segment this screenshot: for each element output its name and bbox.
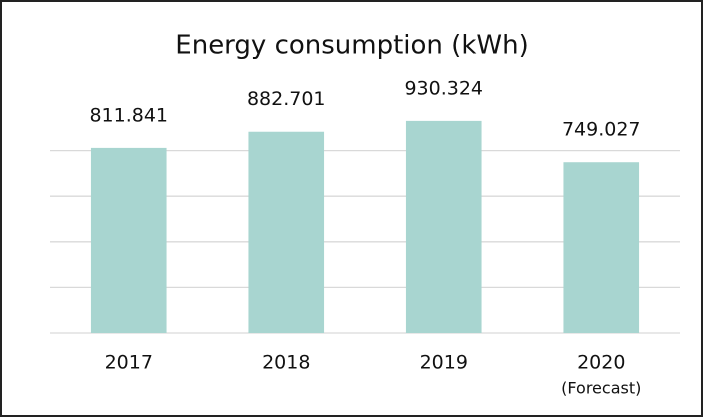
x-tick-label: 2020 <box>577 352 625 374</box>
value-label: 811.841 <box>89 104 168 126</box>
annotation: (Forecast) <box>561 379 641 398</box>
x-tick-label: 2017 <box>105 352 153 374</box>
bar <box>405 120 482 333</box>
value-label: 930.324 <box>404 77 483 99</box>
x-tick-label: 2019 <box>420 352 468 374</box>
chart-title: Energy consumption (kWh) <box>175 31 528 61</box>
x-tick-label: 2018 <box>262 352 310 374</box>
bar <box>90 147 167 333</box>
value-label: 749.027 <box>562 119 641 141</box>
value-label: 882.701 <box>247 88 326 110</box>
bar <box>248 131 325 333</box>
bar <box>563 162 640 333</box>
